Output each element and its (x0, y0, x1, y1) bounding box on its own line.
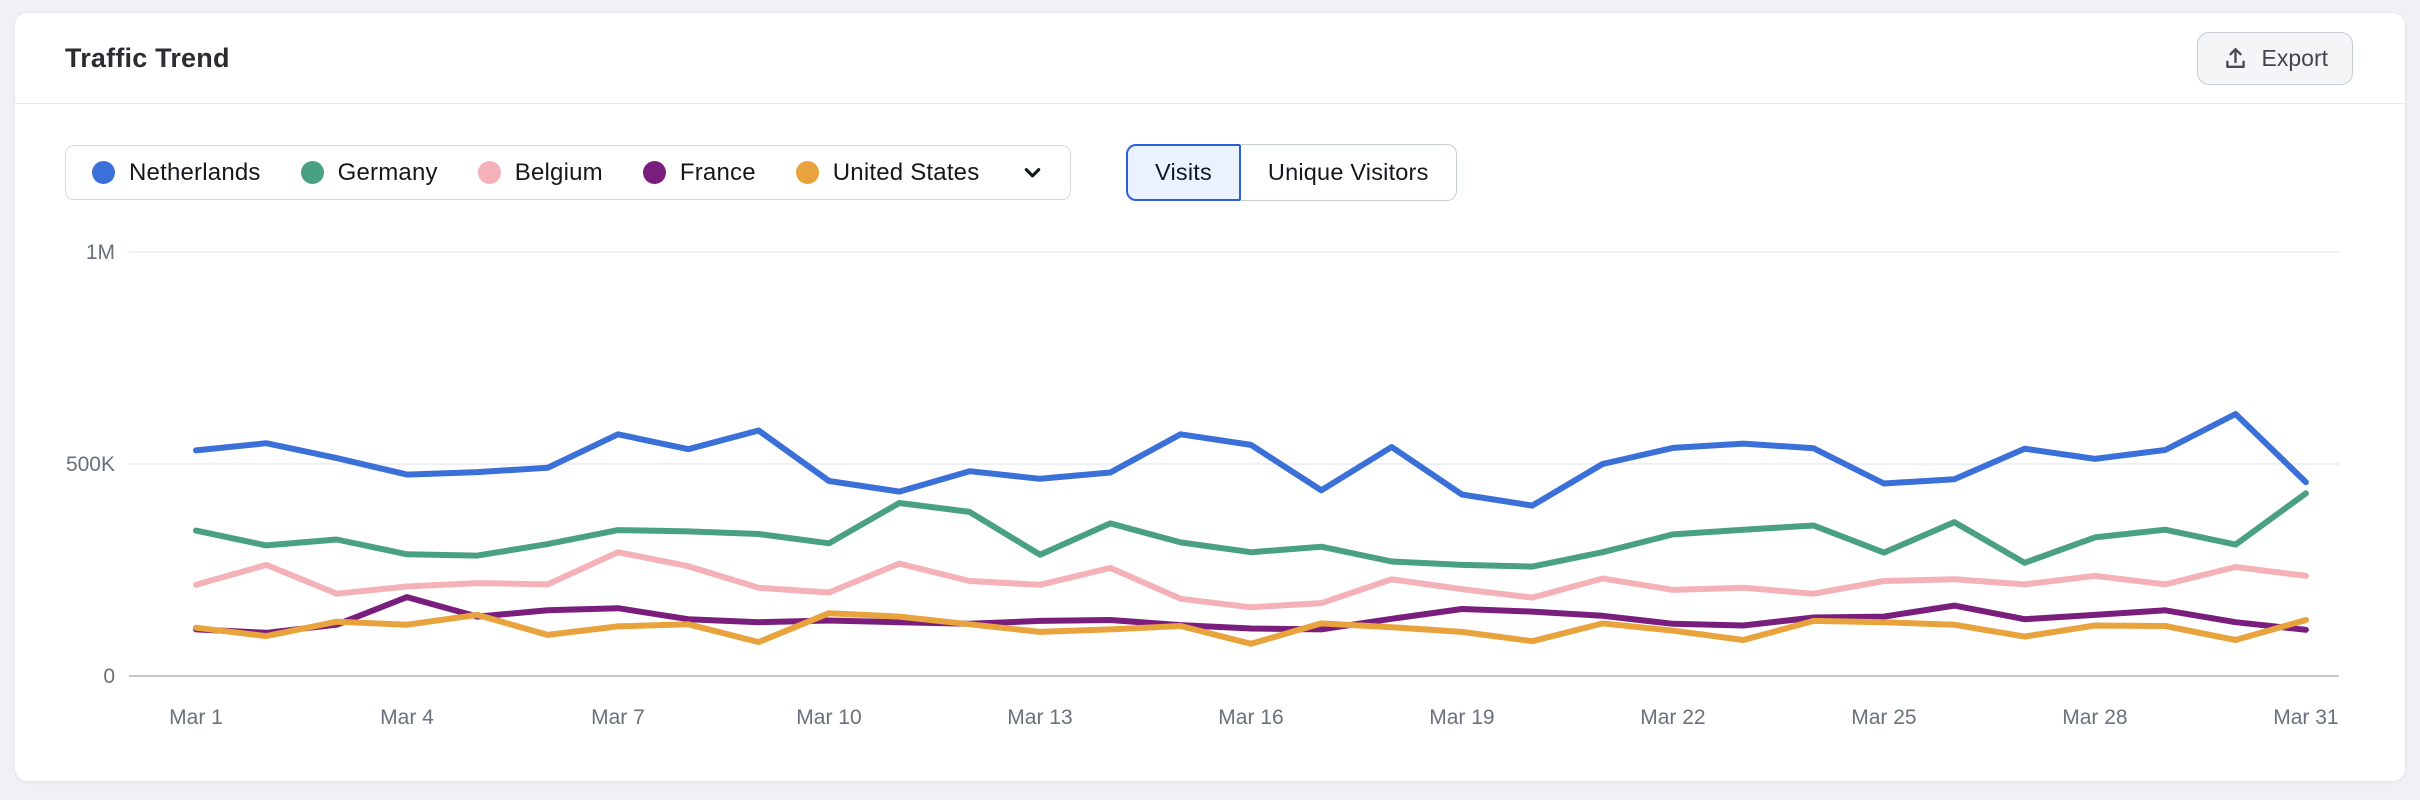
page-title: Traffic Trend (65, 42, 230, 73)
series-line-belgium (193, 549, 2309, 611)
card-header: Traffic Trend Export (15, 13, 2405, 103)
x-axis-tick-label: Mar 28 (2062, 706, 2127, 729)
x-axis-tick-label: Mar 16 (1218, 706, 1283, 729)
belgium-dot-icon (477, 161, 501, 184)
chart-area: 0 500K 1M Mar 1 Mar 4 Mar 7 Mar 10 Mar 13 Mar 16… (15, 193, 2407, 763)
united-states-dot-icon (795, 161, 819, 184)
header-divider (15, 103, 2405, 104)
legend-item-label: Netherlands (129, 158, 261, 186)
legend-item-label: United States (832, 158, 980, 186)
series-line-germany (193, 490, 2309, 570)
x-axis-tick-label: Mar 19 (1429, 706, 1494, 729)
x-axis-tick-label: Mar 1 (169, 706, 223, 729)
metric-toggle: Visits Unique Visitors (1126, 144, 1457, 201)
legend-item-france[interactable]: France (642, 158, 756, 187)
chevron-down-icon[interactable] (1021, 161, 1044, 184)
controls-row: Netherlands Germany Belgium France Unite… (15, 144, 2405, 202)
legend-item-label: Germany (337, 158, 438, 186)
series-line-netherlands (193, 411, 2309, 509)
x-axis-tick-label: Mar 13 (1007, 706, 1072, 729)
x-axis-tick-label: Mar 10 (796, 706, 861, 729)
legend-item-label: Belgium (514, 158, 603, 186)
x-axis-tick-label: Mar 22 (1640, 706, 1705, 729)
tab-visits[interactable]: Visits (1126, 144, 1241, 201)
x-axis-tick-label: Mar 31 (2273, 706, 2338, 729)
y-axis-tick-label: 1M (86, 241, 115, 264)
germany-dot-icon (300, 161, 324, 184)
traffic-chart[interactable]: 0 500K 1M Mar 1 Mar 4 Mar 7 Mar 10 Mar 13 Mar 16… (15, 193, 2407, 763)
y-axis-tick-label: 0 (103, 665, 115, 688)
country-legend-selector[interactable]: Netherlands Germany Belgium France Unite… (65, 145, 1072, 200)
export-upload-icon (2222, 45, 2249, 72)
france-dot-icon (642, 161, 666, 184)
export-button[interactable]: Export (2196, 31, 2353, 85)
export-button-label: Export (2261, 44, 2328, 71)
legend-item-germany[interactable]: Germany (300, 158, 438, 187)
traffic-trend-card: Traffic Trend Export Netherlands Germany (14, 12, 2406, 782)
y-axis-tick-label: 500K (66, 453, 115, 476)
legend-item-belgium[interactable]: Belgium (477, 158, 603, 187)
legend-item-label: France (679, 158, 756, 186)
x-axis-tick-label: Mar 4 (380, 706, 434, 729)
series-line-united-states (193, 610, 2309, 647)
x-axis-tick-label: Mar 7 (591, 706, 645, 729)
legend-item-netherlands[interactable]: Netherlands (92, 159, 261, 187)
tab-unique-visitors[interactable]: Unique Visitors (1240, 144, 1457, 201)
netherlands-dot-icon (92, 161, 115, 184)
x-axis-tick-label: Mar 25 (1851, 706, 1916, 729)
series-line-france (193, 594, 2309, 636)
legend-item-united-states[interactable]: United States (795, 158, 980, 187)
